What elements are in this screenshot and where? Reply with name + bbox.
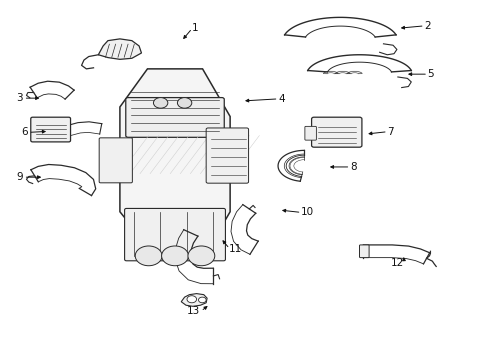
Polygon shape	[323, 71, 337, 74]
Polygon shape	[30, 81, 74, 99]
Circle shape	[161, 246, 188, 266]
Polygon shape	[230, 204, 258, 254]
Text: 7: 7	[386, 127, 393, 137]
Circle shape	[198, 297, 206, 303]
FancyBboxPatch shape	[124, 208, 225, 261]
Text: 4: 4	[278, 94, 284, 104]
FancyBboxPatch shape	[99, 138, 132, 183]
Polygon shape	[120, 69, 230, 259]
Polygon shape	[335, 71, 349, 74]
Text: 11: 11	[229, 244, 242, 254]
Text: 5: 5	[427, 69, 433, 79]
Text: 12: 12	[389, 258, 403, 268]
FancyBboxPatch shape	[31, 117, 70, 142]
Circle shape	[187, 246, 214, 266]
FancyBboxPatch shape	[311, 117, 361, 147]
Circle shape	[153, 98, 167, 108]
FancyBboxPatch shape	[206, 128, 248, 183]
Polygon shape	[31, 165, 96, 195]
Text: 1: 1	[191, 23, 198, 33]
Polygon shape	[346, 71, 361, 74]
Polygon shape	[363, 245, 429, 264]
Text: 6: 6	[21, 127, 28, 138]
Text: 8: 8	[349, 162, 356, 172]
FancyBboxPatch shape	[359, 245, 368, 258]
Text: 2: 2	[424, 21, 430, 31]
Circle shape	[135, 246, 162, 266]
Polygon shape	[175, 230, 213, 284]
FancyBboxPatch shape	[304, 126, 316, 140]
Polygon shape	[67, 122, 102, 136]
Polygon shape	[98, 39, 141, 59]
Polygon shape	[284, 17, 395, 37]
Circle shape	[177, 98, 191, 108]
Text: 10: 10	[301, 207, 313, 217]
Text: 3: 3	[17, 93, 23, 103]
Polygon shape	[278, 150, 304, 181]
Circle shape	[186, 296, 196, 303]
Polygon shape	[307, 55, 410, 72]
FancyBboxPatch shape	[125, 98, 224, 137]
Text: 9: 9	[17, 172, 23, 182]
Polygon shape	[181, 294, 207, 306]
Text: 13: 13	[187, 306, 200, 316]
